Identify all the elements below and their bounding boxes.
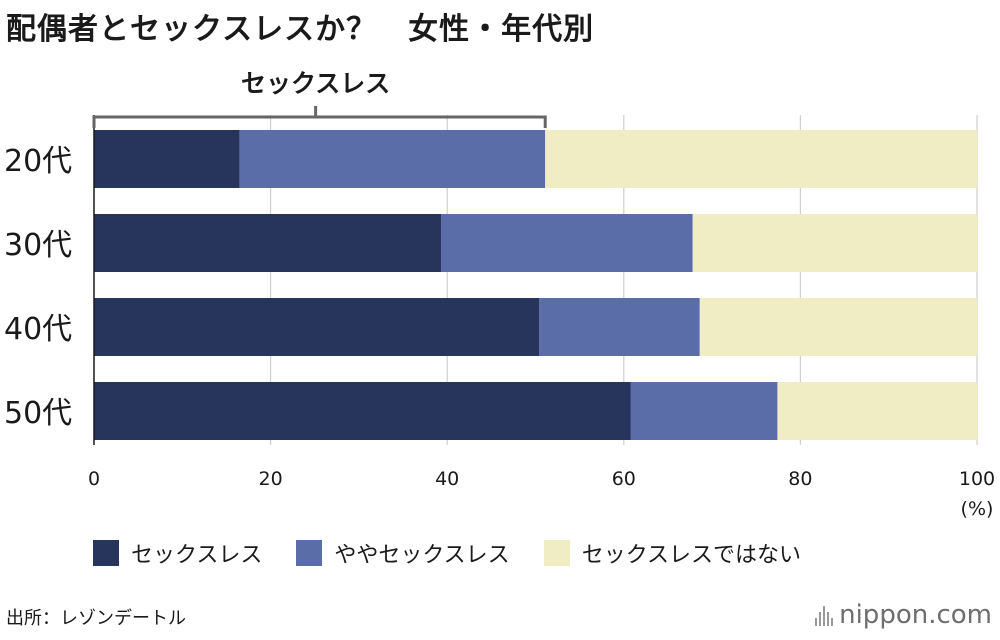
brand-name: nippon.com — [839, 600, 992, 630]
bar-group — [94, 130, 977, 440]
source-note: 出所：レゾンデートル — [6, 608, 186, 629]
x-tick-label-0: 0 — [88, 468, 100, 490]
bracket-label: セックスレス — [241, 69, 390, 98]
bar-40代-セックスレスではない — [699, 298, 977, 356]
legend-swatch-somewhat — [296, 540, 323, 566]
bar-30代-セックスレスではない — [692, 214, 977, 272]
legend-swatch-not — [543, 540, 570, 566]
legend-item-sexless: セックスレス — [93, 537, 262, 569]
brand-logo: nippon.com — [815, 600, 992, 630]
bar-20代-セックスレス — [94, 130, 240, 188]
category-label-50代: 50代 — [4, 396, 72, 431]
brand-bars-icon — [815, 604, 834, 626]
bar-40代-ややセックスレス — [539, 298, 700, 356]
annotation-bracket: セックスレス — [92, 69, 547, 128]
bar-50代-セックスレスではない — [777, 382, 977, 440]
bar-50代-ややセックスレス — [630, 382, 778, 440]
bracket-line — [92, 106, 547, 128]
bar-40代-セックスレス — [94, 298, 540, 356]
bar-20代-セックスレスではない — [545, 130, 977, 188]
bar-30代-ややセックスレス — [441, 214, 693, 272]
x-tick-label-60: 60 — [612, 468, 636, 490]
legend-label-somewhat: ややセックスレス — [334, 543, 510, 568]
bar-30代-セックスレス — [94, 214, 442, 272]
x-tick-label-40: 40 — [435, 468, 459, 490]
category-label-40代: 40代 — [4, 312, 72, 347]
legend-label-sexless: セックスレス — [131, 543, 263, 568]
x-tick-label-80: 80 — [788, 468, 812, 490]
legend-item-somewhat: ややセックスレス — [296, 537, 510, 569]
legend: セックスレス ややセックスレス セックスレスではない — [93, 537, 801, 569]
bar-20代-ややセックスレス — [239, 130, 546, 188]
category-label-30代: 30代 — [4, 228, 72, 263]
bar-50代-セックスレス — [94, 382, 631, 440]
x-tick-label-20: 20 — [259, 468, 283, 490]
x-unit-label: (%) — [961, 498, 994, 520]
chart-title: 配偶者とセックスレスか？ 女性・年代別 — [6, 12, 595, 47]
legend-label-not: セックスレスではない — [581, 543, 802, 568]
x-tick-label-100: 100 — [959, 468, 995, 490]
legend-item-not: セックスレスではない — [543, 537, 802, 569]
axis: 20代 30代 40代 50代 0 20 40 60 80 100 (%) — [4, 115, 995, 520]
legend-swatch-sexless — [93, 540, 119, 566]
category-label-20代: 20代 — [4, 144, 72, 179]
